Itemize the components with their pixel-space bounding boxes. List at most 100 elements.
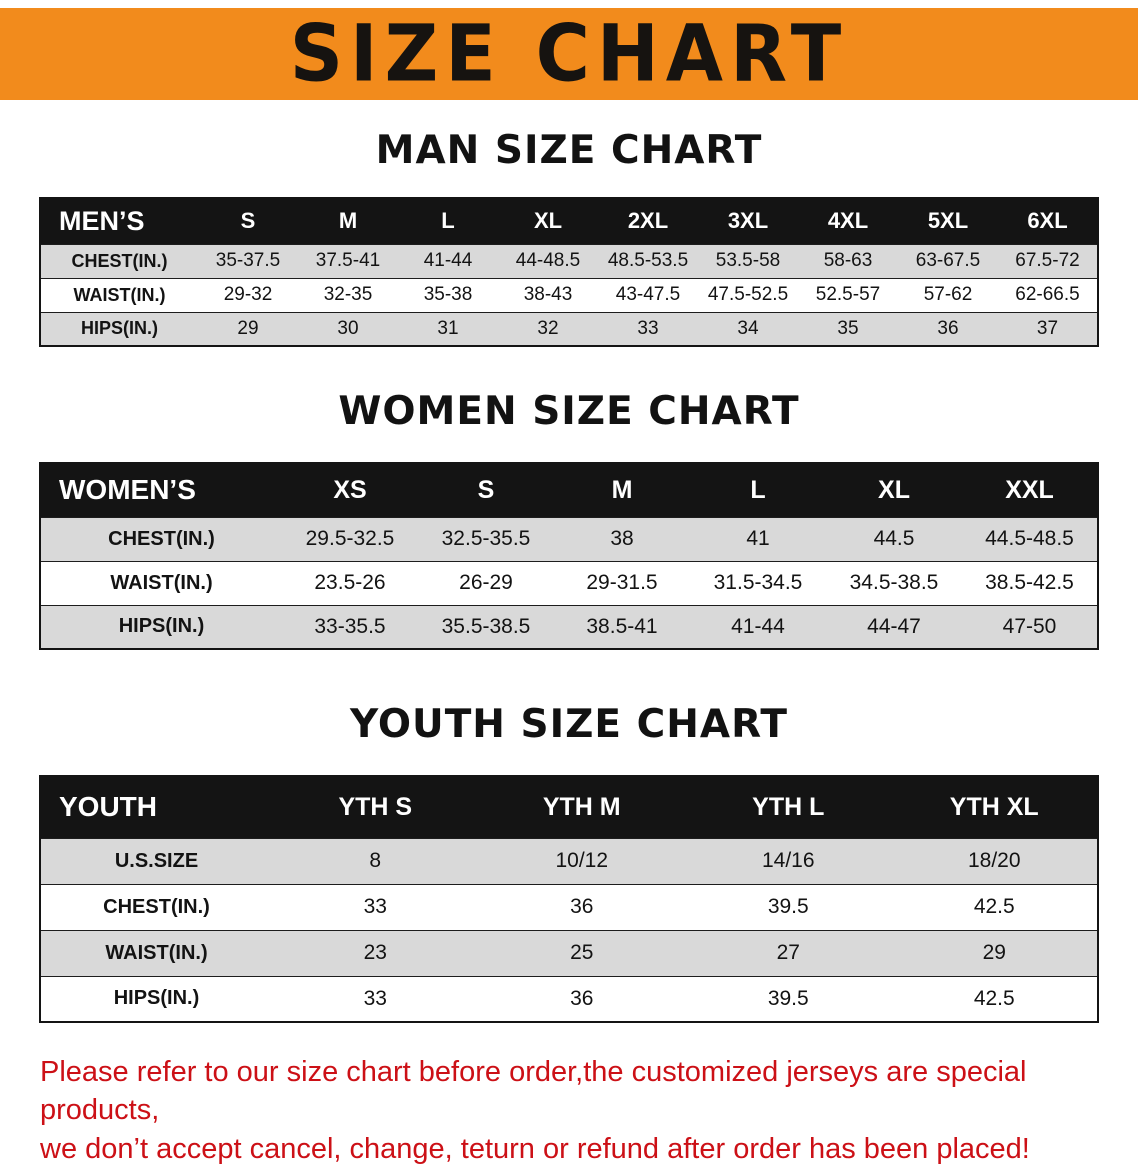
size-value: 41 (690, 516, 826, 561)
size-value: 35-37.5 (198, 243, 298, 278)
size-value: 10/12 (478, 837, 685, 884)
size-value: 23 (272, 929, 479, 976)
youth-size-section: YOUTH SIZE CHART YOUTH YTH S YTH M YTH L YTH… (0, 702, 1138, 1023)
size-column-header: YTH S (272, 776, 479, 838)
size-column-header: L (690, 463, 826, 517)
table-row: CHEST(IN.) 35-37.5 37.5-41 41-44 44-48.5 48.5… (40, 243, 1098, 278)
youth-section-heading: YOUTH SIZE CHART (350, 702, 788, 747)
size-value: 18/20 (891, 837, 1098, 884)
size-value: 35.5-38.5 (418, 604, 554, 649)
men-size-section: MAN SIZE CHART MEN’S S M L XL 2XL 3XL 4XL 5XL 6XL… (0, 128, 1138, 347)
size-value: 36 (898, 311, 998, 346)
size-value: 32 (498, 311, 598, 346)
size-value: 39.5 (685, 975, 892, 1022)
women-size-table: WOMEN’S XS S M L XL XXL CHEST(IN.) 29.5-32.5 32.5… (39, 462, 1099, 650)
size-value: 36 (478, 883, 685, 930)
size-value: 38.5-42.5 (962, 560, 1098, 605)
size-value: 26-29 (418, 560, 554, 605)
size-value: 29 (198, 311, 298, 346)
size-value: 67.5-72 (998, 243, 1098, 278)
size-value: 37.5-41 (298, 243, 398, 278)
size-column-header: S (198, 198, 298, 244)
size-column-header: 2XL (598, 198, 698, 244)
size-value: 34 (698, 311, 798, 346)
size-value: 32-35 (298, 277, 398, 312)
size-value: 23.5-26 (282, 560, 418, 605)
size-value: 31.5-34.5 (690, 560, 826, 605)
size-value: 44-47 (826, 604, 962, 649)
size-value: 44.5 (826, 516, 962, 561)
size-value: 44.5-48.5 (962, 516, 1098, 561)
size-value: 32.5-35.5 (418, 516, 554, 561)
size-value: 27 (685, 929, 892, 976)
size-column-header: XS (282, 463, 418, 517)
size-value: 29.5-32.5 (282, 516, 418, 561)
size-value: 48.5-53.5 (598, 243, 698, 278)
size-value: 8 (272, 837, 479, 884)
size-value: 35 (798, 311, 898, 346)
size-value: 35-38 (398, 277, 498, 312)
row-label: WAIST(IN.) (40, 929, 272, 976)
row-label: WAIST(IN.) (40, 560, 282, 605)
size-value: 41-44 (398, 243, 498, 278)
size-value: 37 (998, 311, 1098, 346)
size-value: 39.5 (685, 883, 892, 930)
size-column-header: YTH XL (891, 776, 1098, 838)
size-column-header: 3XL (698, 198, 798, 244)
youth-size-table: YOUTH YTH S YTH M YTH L YTH XL U.S.SIZE 8 10/12… (39, 775, 1099, 1023)
size-value: 33-35.5 (282, 604, 418, 649)
size-value: 33 (272, 883, 479, 930)
size-value: 36 (478, 975, 685, 1022)
table-row: U.S.SIZE 8 10/12 14/16 18/20 (40, 837, 1098, 884)
page-title: SIZE CHART (289, 8, 849, 100)
size-value: 31 (398, 311, 498, 346)
size-column-header: 4XL (798, 198, 898, 244)
row-label: HIPS(IN.) (40, 604, 282, 649)
size-column-header: YTH L (685, 776, 892, 838)
size-value: 38 (554, 516, 690, 561)
size-value: 14/16 (685, 837, 892, 884)
row-label: HIPS(IN.) (40, 311, 198, 346)
row-label: CHEST(IN.) (40, 516, 282, 561)
table-corner-label: MEN’S (40, 198, 198, 244)
size-value: 29 (891, 929, 1098, 976)
table-row: WAIST(IN.) 29-32 32-35 35-38 38-43 43-47.5 47.… (40, 277, 1098, 312)
row-label: HIPS(IN.) (40, 975, 272, 1022)
table-row: CHEST(IN.) 33 36 39.5 42.5 (40, 883, 1098, 930)
size-value: 52.5-57 (798, 277, 898, 312)
women-size-section: WOMEN SIZE CHART WOMEN’S XS S M L XL XXL CHEST(… (0, 389, 1138, 650)
size-column-header: XL (498, 198, 598, 244)
size-column-header: XL (826, 463, 962, 517)
size-value: 58-63 (798, 243, 898, 278)
size-value: 29-31.5 (554, 560, 690, 605)
size-value: 25 (478, 929, 685, 976)
size-value: 62-66.5 (998, 277, 1098, 312)
table-row: WAIST(IN.) 23 25 27 29 (40, 929, 1098, 976)
size-value: 43-47.5 (598, 277, 698, 312)
size-value: 33 (272, 975, 479, 1022)
table-corner-label: WOMEN’S (40, 463, 282, 517)
table-row: WAIST(IN.) 23.5-26 26-29 29-31.5 31.5-34.5 34… (40, 560, 1098, 605)
table-header-row: WOMEN’S XS S M L XL XXL (40, 463, 1098, 517)
size-column-header: 5XL (898, 198, 998, 244)
table-row: HIPS(IN.) 33 36 39.5 42.5 (40, 975, 1098, 1022)
order-notice: Please refer to our size chart before or… (40, 1053, 1108, 1168)
table-row: CHEST(IN.) 29.5-32.5 32.5-35.5 38 41 44.5 44.5… (40, 516, 1098, 561)
table-row: HIPS(IN.) 33-35.5 35.5-38.5 38.5-41 41-44 44-… (40, 604, 1098, 649)
size-value: 33 (598, 311, 698, 346)
row-label: WAIST(IN.) (40, 277, 198, 312)
table-header-row: MEN’S S M L XL 2XL 3XL 4XL 5XL 6XL (40, 198, 1098, 244)
size-chart-page: SIZE CHART MAN SIZE CHART MEN’S S M L XL 2XL 3… (0, 8, 1138, 1165)
size-column-header: L (398, 198, 498, 244)
size-value: 53.5-58 (698, 243, 798, 278)
size-value: 30 (298, 311, 398, 346)
row-label: CHEST(IN.) (40, 243, 198, 278)
size-column-header: YTH M (478, 776, 685, 838)
size-value: 44-48.5 (498, 243, 598, 278)
notice-line-1: Please refer to our size chart before or… (40, 1056, 1027, 1127)
size-column-header: XXL (962, 463, 1098, 517)
size-column-header: M (554, 463, 690, 517)
table-header-row: YOUTH YTH S YTH M YTH L YTH XL (40, 776, 1098, 838)
table-row: HIPS(IN.) 29 30 31 32 33 34 35 36 37 (40, 311, 1098, 346)
size-value: 42.5 (891, 975, 1098, 1022)
